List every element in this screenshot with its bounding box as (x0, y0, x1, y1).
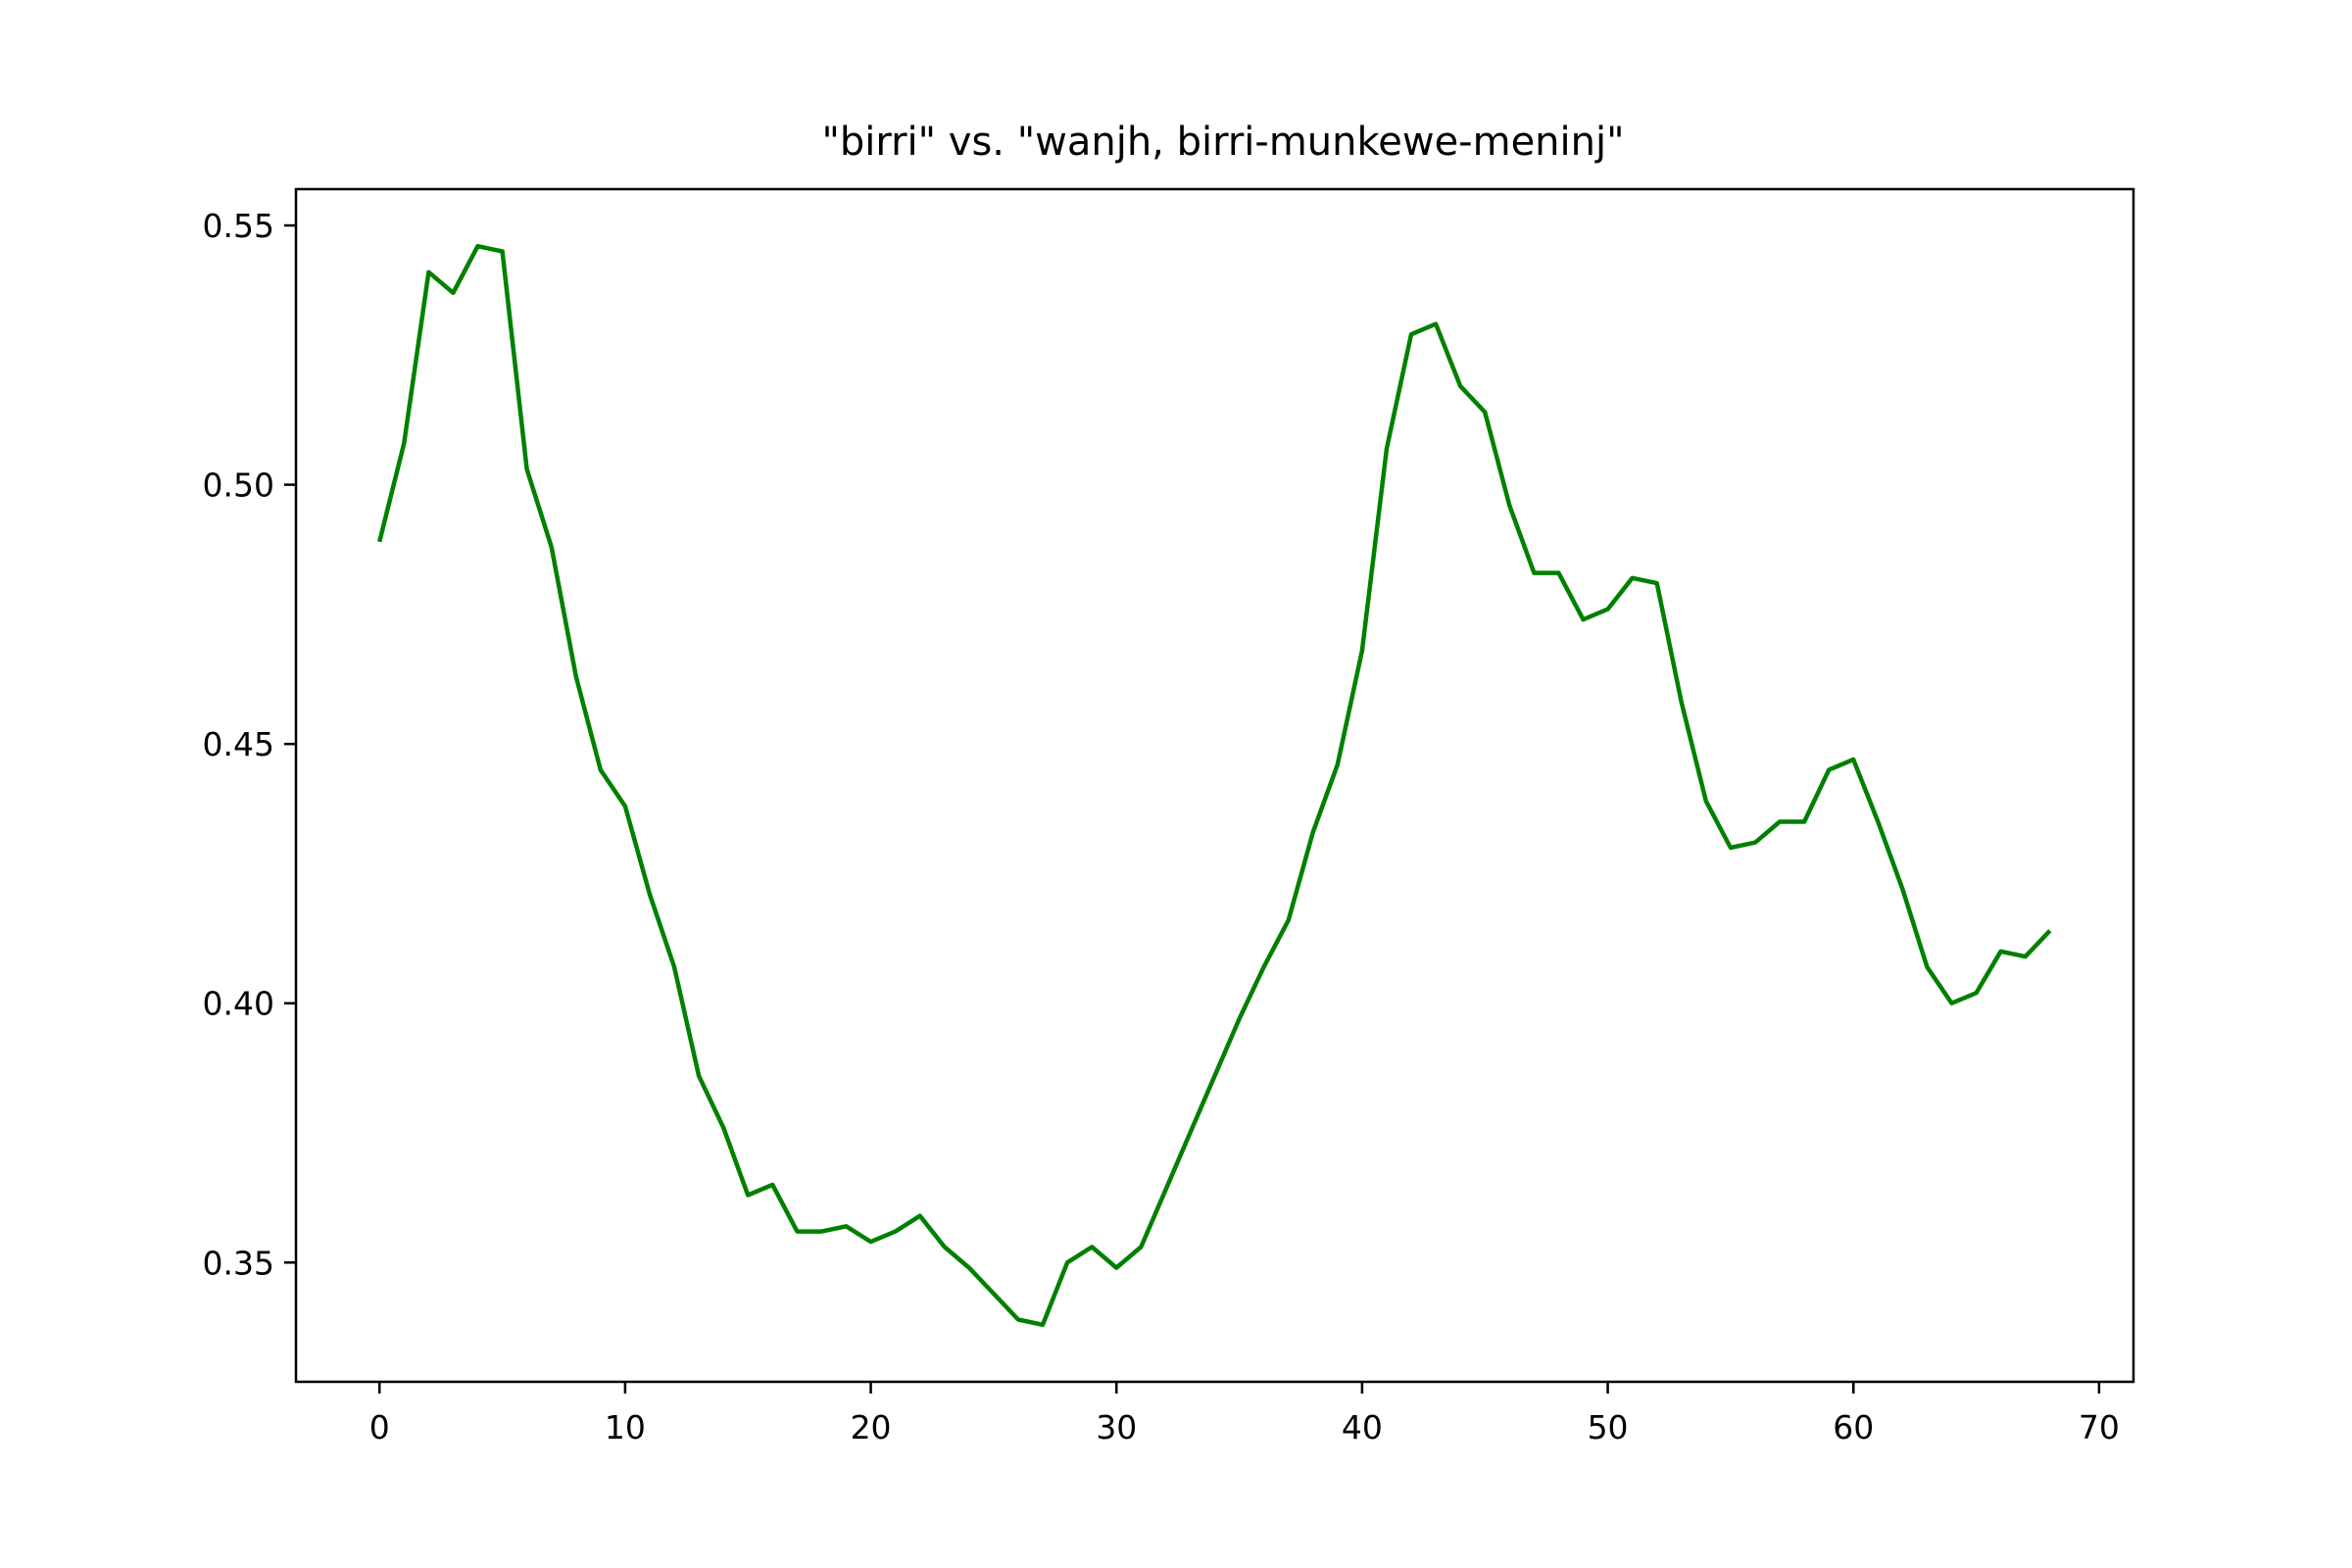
x-tick-label: 0 (369, 1408, 390, 1446)
x-tick-label: 60 (1833, 1408, 1874, 1446)
x-tick-label: 30 (1096, 1408, 1137, 1446)
y-tick-label: 0.50 (203, 466, 274, 505)
y-tick-label: 0.55 (203, 207, 274, 245)
x-axis: 0 10 20 30 40 50 60 70 (369, 1382, 2120, 1446)
y-tick-label: 0.35 (203, 1244, 274, 1282)
x-tick-label: 10 (605, 1408, 646, 1446)
y-tick-label: 0.45 (203, 725, 274, 763)
series-line (377, 243, 2052, 1328)
chart-title: "birri" vs. "wanjh, birri-munkewe-meninj… (821, 120, 1624, 165)
y-axis: 0.35 0.40 0.45 0.50 0.55 (203, 207, 296, 1282)
x-tick-label: 40 (1342, 1408, 1383, 1446)
y-tick-label: 0.40 (203, 985, 274, 1023)
plot-area-frame (294, 187, 2135, 1384)
x-tick-label: 20 (851, 1408, 892, 1446)
x-tick-label: 50 (1588, 1408, 1629, 1446)
x-tick-label: 70 (2079, 1408, 2120, 1446)
